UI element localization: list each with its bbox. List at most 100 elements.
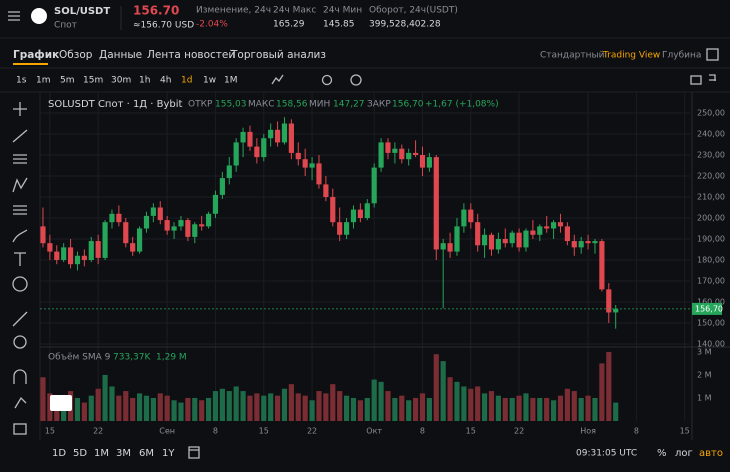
tool-icon[interactable] [13, 102, 27, 116]
y-tick-label: 160,00 [697, 297, 725, 306]
candle-body [295, 152, 301, 160]
x-tick-label: 15 [259, 427, 269, 436]
candle-body [412, 152, 419, 156]
settings-icon[interactable] [321, 74, 333, 86]
range-button[interactable]: 5D [73, 448, 87, 459]
candle-body [136, 228, 143, 252]
volume-bar [571, 391, 577, 421]
view-tab[interactable]: Trading View [602, 51, 660, 61]
interval[interactable]: 5m [60, 76, 75, 86]
candle-body [143, 215, 150, 229]
interval[interactable]: 1M [224, 76, 238, 86]
interval[interactable]: 1d [181, 76, 192, 86]
candle-body [247, 131, 253, 147]
market: Спот [54, 21, 77, 31]
volume-bar [419, 393, 426, 421]
candle-body [371, 167, 377, 204]
candle-body [288, 123, 294, 153]
range-button[interactable]: 6M [139, 448, 154, 459]
tab[interactable]: Торговый анализ [230, 49, 326, 61]
volume-bar [123, 391, 129, 421]
fullscreen-icon[interactable] [709, 74, 716, 81]
interval[interactable]: 1m [36, 76, 51, 86]
view-tab[interactable]: Глубина [662, 51, 701, 61]
calendar-icon[interactable] [188, 446, 200, 459]
menu-icon[interactable] [8, 11, 20, 21]
tool-icon[interactable] [14, 252, 26, 266]
interval[interactable]: 1w [203, 76, 216, 86]
log-toggle[interactable]: лог [675, 448, 693, 459]
candle-body [599, 241, 605, 290]
interval[interactable]: 1h [139, 76, 150, 86]
interval[interactable]: 4h [160, 76, 171, 86]
y-tick-label: 150,00 [697, 318, 725, 327]
volume-bar [350, 397, 357, 421]
camera-icon[interactable] [690, 75, 702, 85]
x-tick-label: 8 [420, 427, 425, 436]
range-button[interactable]: 1D [52, 448, 66, 459]
tool-icon[interactable] [12, 229, 28, 243]
tab[interactable]: Обзор [59, 49, 93, 61]
tab[interactable]: График [13, 49, 59, 61]
tool-icon[interactable] [12, 129, 28, 143]
volume-bar [357, 400, 363, 421]
tool-icon[interactable] [13, 154, 27, 164]
stat-label: Изменение, 24ч [196, 6, 271, 16]
candle-body [350, 209, 357, 223]
range-button[interactable]: 1Y [162, 448, 175, 459]
volume-bar [550, 400, 557, 421]
volume-bar [585, 395, 591, 421]
range-button[interactable]: 1M [94, 448, 109, 459]
candle-body [178, 220, 184, 227]
percent-toggle[interactable]: % [657, 448, 667, 459]
candle-body [440, 243, 446, 250]
candle-body [343, 222, 350, 235]
view-tab[interactable]: Стандартный [540, 51, 605, 61]
candle-body [578, 241, 584, 248]
volume-bar [516, 395, 522, 421]
tool-icon[interactable] [12, 311, 28, 327]
candle-body [212, 194, 219, 214]
x-tick-label: 22 [93, 427, 103, 436]
tab[interactable]: Лента новостей [147, 49, 235, 61]
tool-icon[interactable] [14, 396, 27, 409]
layout-icon[interactable] [706, 48, 719, 61]
add-icon[interactable] [350, 74, 362, 86]
stat-label: 24ч Макс [273, 6, 316, 16]
tool-icon[interactable] [13, 205, 27, 215]
symbol[interactable]: SOL/USDT [54, 6, 110, 17]
y-tick-label: 140,00 [697, 339, 725, 348]
volume-bar [81, 402, 87, 421]
tool-icon[interactable] [13, 369, 27, 384]
interval[interactable]: 1s [16, 76, 27, 86]
candle-body [454, 226, 460, 252]
interval[interactable]: 15m [83, 76, 103, 86]
candle-body [571, 241, 577, 248]
candle-body [95, 241, 101, 258]
tool-icon[interactable] [13, 335, 27, 349]
volume-bar [254, 393, 260, 421]
candle-body [613, 308, 619, 313]
stat-value: 399,528,402.28 [369, 20, 441, 30]
tool-icon[interactable] [12, 276, 28, 292]
x-tick-label: 22 [307, 427, 317, 436]
tool-icon[interactable] [13, 423, 27, 435]
candle-body [481, 234, 488, 246]
range-button[interactable]: 3M [116, 448, 131, 459]
volume-bar [261, 395, 267, 421]
auto-toggle[interactable]: авто [699, 448, 723, 459]
candle-body [592, 241, 598, 244]
x-tick-label: Сен [159, 427, 175, 436]
tool-icon[interactable] [12, 177, 28, 193]
legend-label: ОТКР [188, 100, 213, 110]
tab[interactable]: Данные [99, 49, 142, 61]
volume-bar [399, 395, 405, 421]
interval[interactable]: 30m [111, 76, 131, 86]
x-tick-label: 15 [466, 427, 476, 436]
y-tick-label: 190,00 [697, 234, 725, 243]
volume-bar [495, 395, 501, 421]
candle-body [606, 289, 612, 313]
volume-bar [74, 397, 81, 421]
candle-body [357, 209, 363, 218]
indicator-icon[interactable] [271, 74, 284, 85]
